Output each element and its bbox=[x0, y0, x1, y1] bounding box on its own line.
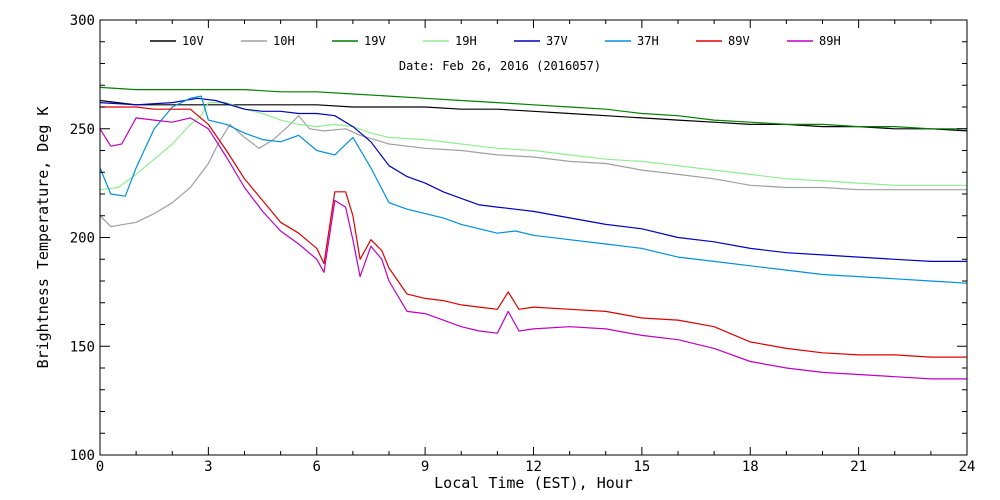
series-line-37v bbox=[99, 97, 967, 262]
legend-label-19h: 19H bbox=[455, 34, 477, 48]
legend-label-89h: 89H bbox=[819, 34, 841, 48]
legend: 10V 10H 19V 19H 37V 37H 89V 89H bbox=[150, 34, 841, 48]
x-tick-label: 6 bbox=[313, 459, 321, 475]
series-line-10v bbox=[99, 99, 968, 132]
x-axis-title: Local Time (EST), Hour bbox=[434, 474, 633, 492]
series-line-89h bbox=[99, 117, 967, 380]
legend-label-10v: 10V bbox=[182, 34, 204, 48]
y-tick-label: 200 bbox=[70, 231, 95, 247]
series-line-19h bbox=[99, 102, 967, 191]
x-tick-label: 15 bbox=[633, 459, 650, 475]
legend-label-10h: 10H bbox=[273, 34, 295, 48]
x-tick-label: 0 bbox=[96, 459, 104, 475]
x-tick-label: 12 bbox=[525, 459, 542, 475]
y-tick-label: 100 bbox=[70, 448, 95, 464]
x-tick-label: 18 bbox=[742, 459, 759, 475]
chart-subtitle: Date: Feb 26, 2016 (2016057) bbox=[399, 59, 601, 73]
y-tick-label: 250 bbox=[70, 122, 95, 138]
x-tick-label: 3 bbox=[204, 459, 212, 475]
ticks-layer: 0 3 6 9 12 15 18 21 24 100 150 200 250 300 bbox=[70, 13, 976, 475]
series-line-10h bbox=[99, 115, 967, 228]
legend-label-37h: 37H bbox=[637, 34, 659, 48]
y-axis-title: Brightness Temperature, Deg K bbox=[34, 107, 52, 369]
legend-label-19v: 19V bbox=[364, 34, 386, 48]
legend-label-37v: 37V bbox=[546, 34, 568, 48]
legend-label-89v: 89V bbox=[728, 34, 750, 48]
series-line-89v bbox=[100, 106, 967, 358]
x-tick-label: 21 bbox=[850, 459, 867, 475]
series-line-37h bbox=[99, 95, 968, 284]
x-tick-label: 24 bbox=[959, 459, 976, 475]
series-layer bbox=[99, 86, 968, 380]
series-line-19v bbox=[99, 86, 967, 130]
x-tick-label: 9 bbox=[421, 459, 429, 475]
y-tick-label: 150 bbox=[70, 339, 95, 355]
y-tick-label: 300 bbox=[70, 13, 95, 29]
